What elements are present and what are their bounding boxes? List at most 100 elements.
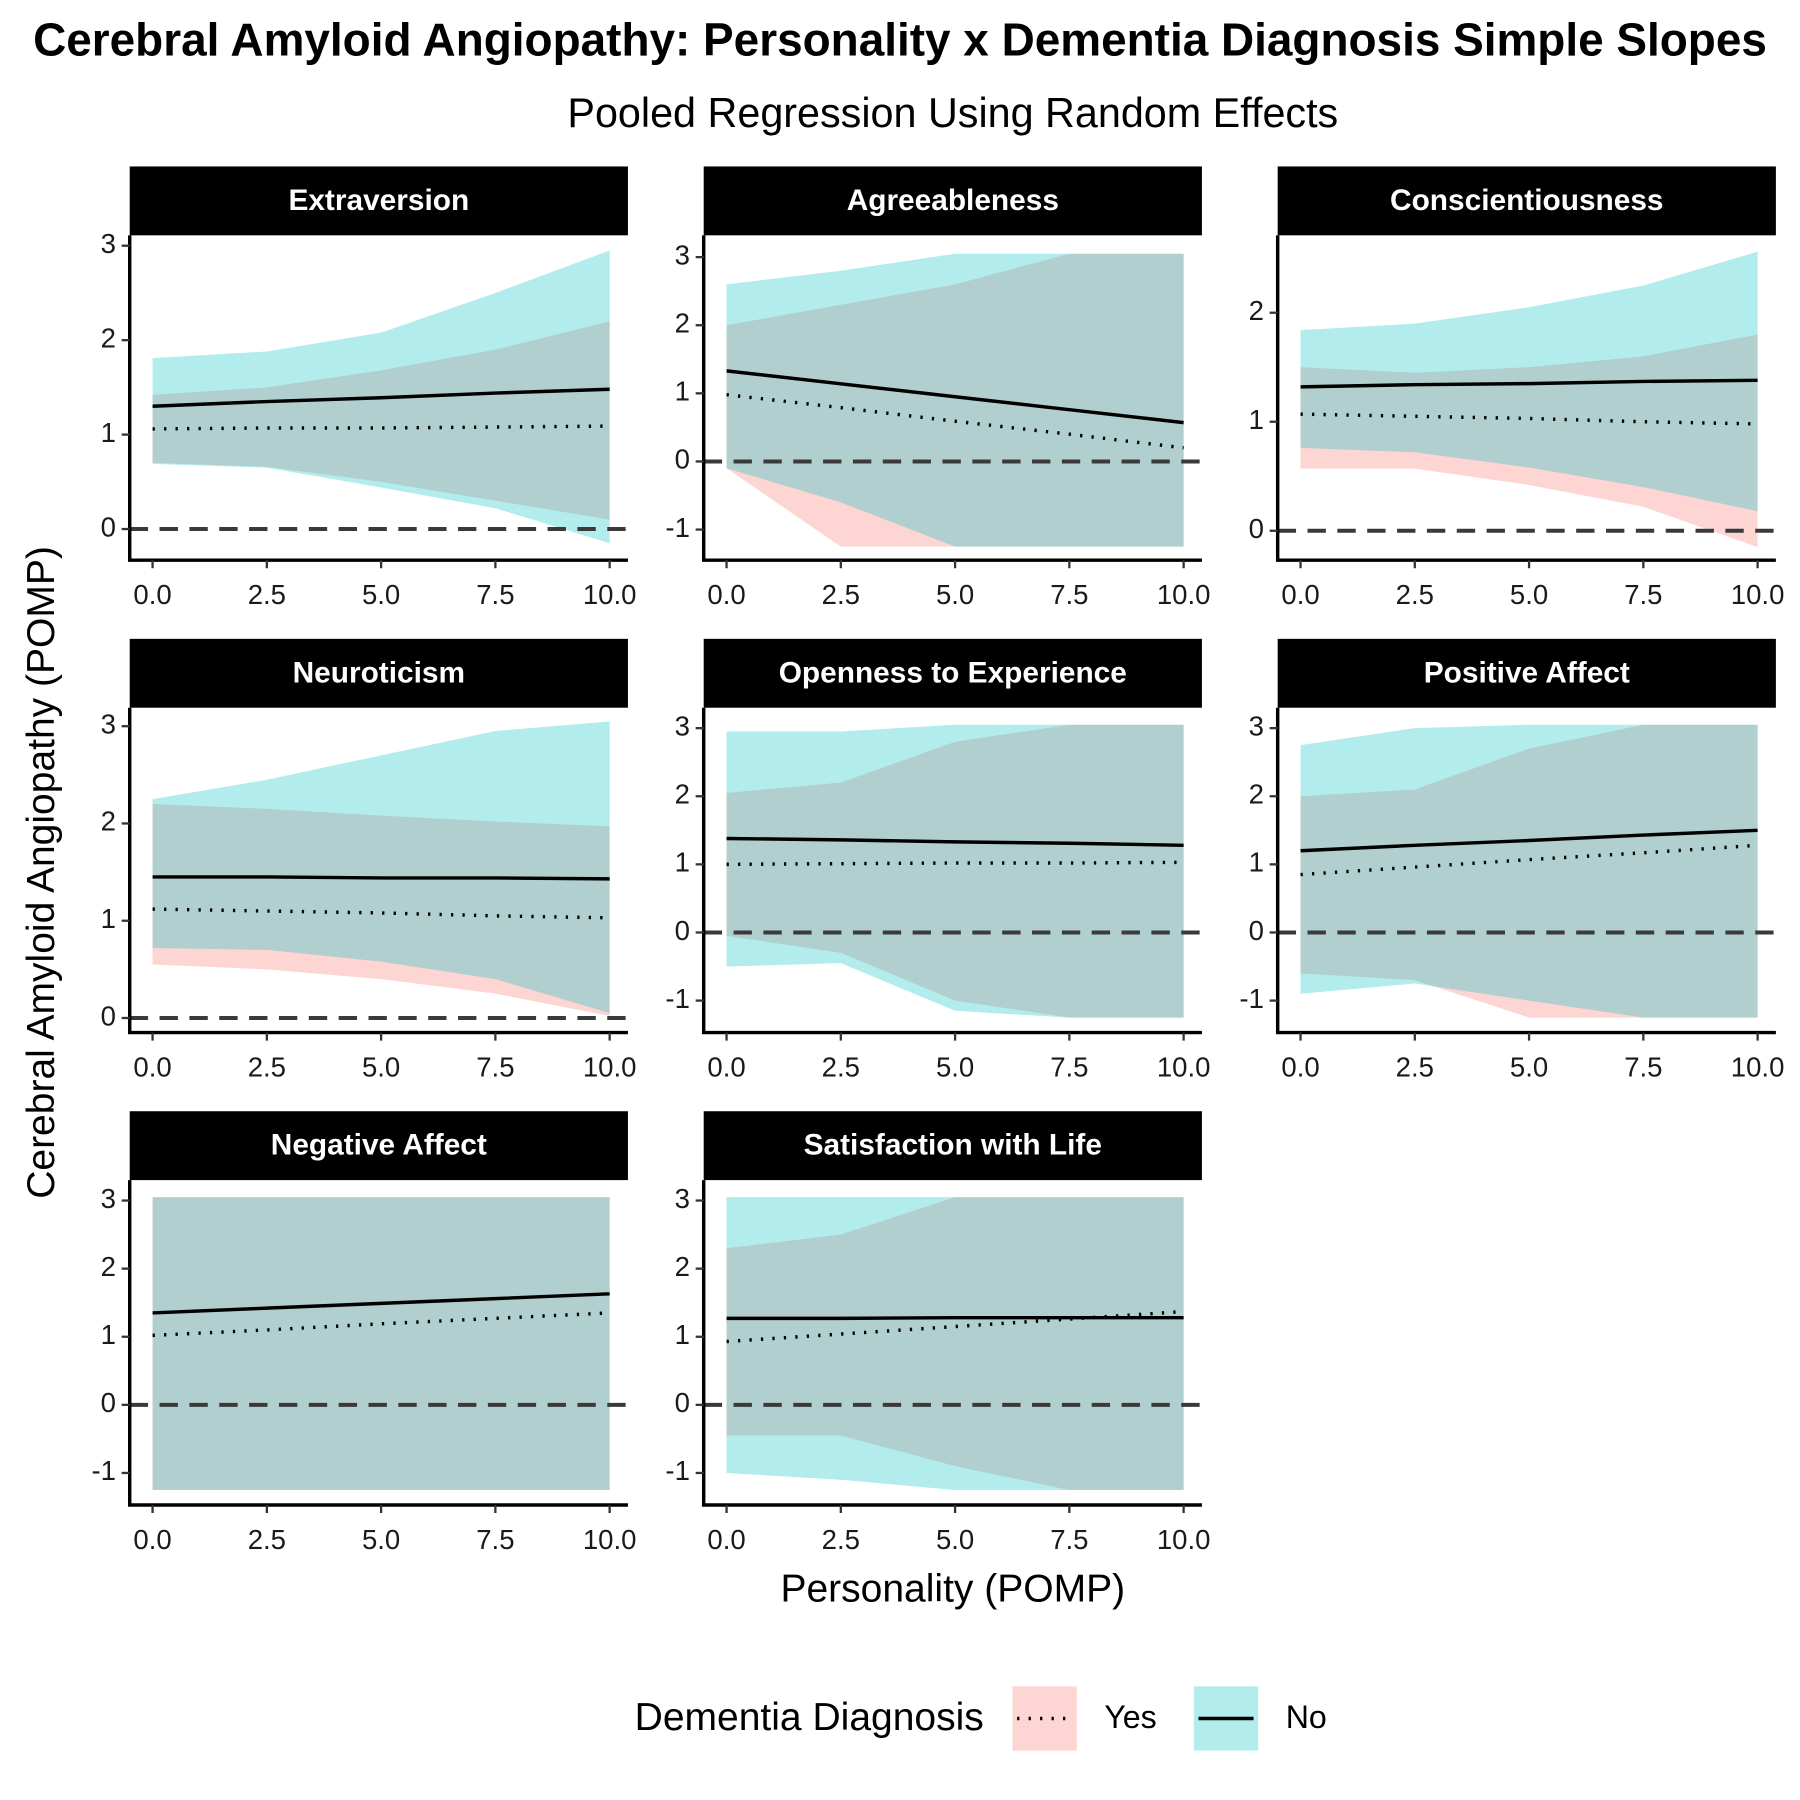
ribbon: [152, 321, 610, 520]
y-tick-label: 3: [675, 239, 690, 270]
x-tick-label: 10.0: [1157, 579, 1211, 610]
x-tick-label: 10.0: [583, 1052, 637, 1083]
y-tick-label: 1: [675, 1319, 690, 1350]
ribbon: [1300, 724, 1758, 1018]
strip: [129, 638, 628, 708]
y-tick-label: -1: [665, 512, 690, 543]
x-tick-label: 0.0: [133, 579, 171, 610]
x-tick-label: 5.0: [1510, 579, 1548, 610]
y-tick-label: 2: [101, 806, 116, 837]
legend-label: No: [1286, 1699, 1327, 1735]
ribbon: [1300, 334, 1758, 548]
strip: [1277, 638, 1776, 708]
chart-subtitle: Pooled Regression Using Random Effects: [567, 90, 1338, 136]
y-tick-label: 0: [675, 444, 690, 475]
y-tick-label: -1: [665, 983, 690, 1014]
x-tick-label: 5.0: [1510, 1052, 1548, 1083]
y-tick-label: 2: [101, 322, 116, 353]
x-tick-label: 7.5: [1624, 1052, 1662, 1083]
y-tick-label: 1: [101, 903, 116, 934]
x-tick-label: 0.0: [133, 1524, 171, 1555]
y-tick-label: 3: [101, 228, 116, 259]
y-tick-label: 2: [675, 1251, 690, 1282]
x-tick-label: 2.5: [822, 1524, 860, 1555]
x-tick-label: 5.0: [362, 579, 400, 610]
x-tick-label: 2.5: [248, 1524, 286, 1555]
y-tick-label: 0: [101, 1387, 116, 1418]
strip: [129, 1111, 628, 1181]
x-tick-label: 0.0: [707, 1052, 745, 1083]
line: [152, 424, 610, 431]
line: [726, 860, 1184, 867]
x-tick-label: 0.0: [707, 1524, 745, 1555]
line: [726, 392, 1184, 450]
facet-title: Agreeableness: [847, 184, 1059, 217]
y-tick-label: 0: [101, 1000, 116, 1031]
legend-title: Dementia Diagnosis: [635, 1696, 984, 1739]
y-tick-label: 1: [101, 417, 116, 448]
line: [1300, 412, 1758, 426]
y-tick-label: 3: [101, 708, 116, 739]
x-axis-label: Personality (POMP): [780, 1567, 1125, 1610]
x-tick-label: 0.0: [1281, 579, 1319, 610]
line: [152, 387, 610, 408]
ribbon: [1300, 724, 1758, 1018]
x-tick-label: 5.0: [362, 1052, 400, 1083]
facet-title: Neuroticism: [293, 656, 465, 689]
ribbon: [152, 721, 610, 1014]
x-tick-label: 10.0: [1157, 1052, 1211, 1083]
ribbon: [726, 724, 1184, 1018]
x-tick-label: 5.0: [936, 579, 974, 610]
y-tick-label: -1: [91, 1455, 116, 1486]
line: [152, 907, 610, 920]
line: [726, 1315, 1184, 1321]
y-tick-label: 2: [1249, 779, 1264, 810]
line: [1300, 378, 1758, 389]
legend-label: Yes: [1104, 1699, 1156, 1735]
facet-title: Negative Affect: [271, 1129, 487, 1162]
x-tick-label: 7.5: [476, 1052, 514, 1083]
y-tick-label: 2: [101, 1251, 116, 1282]
x-tick-label: 10.0: [583, 579, 637, 610]
x-tick-label: 7.5: [1050, 1524, 1088, 1555]
line: [726, 836, 1184, 848]
chart-title: Cerebral Amyloid Angiopathy: Personality…: [33, 14, 1767, 66]
y-tick-label: 0: [675, 1387, 690, 1418]
y-tick-label: 0: [1249, 915, 1264, 946]
x-tick-label: 0.0: [133, 1052, 171, 1083]
facet-title: Conscientiousness: [1390, 184, 1664, 217]
facet-title: Satisfaction with Life: [804, 1129, 1102, 1162]
ribbon: [726, 1197, 1184, 1490]
ribbon: [152, 804, 610, 1017]
strip: [703, 166, 1202, 236]
x-tick-label: 5.0: [936, 1524, 974, 1555]
facet-title: Positive Affect: [1424, 656, 1630, 689]
x-tick-label: 10.0: [1731, 579, 1785, 610]
line: [1300, 828, 1758, 853]
y-tick-label: 2: [675, 779, 690, 810]
line: [152, 875, 610, 881]
y-tick-label: 1: [101, 1319, 116, 1350]
y-tick-label: -1: [665, 1455, 690, 1486]
y-tick-label: 1: [1249, 847, 1264, 878]
y-axis-label: Cerebral Amyloid Angiopathy (POMP): [20, 546, 63, 1199]
x-tick-label: 0.0: [707, 579, 745, 610]
x-tick-label: 2.5: [1396, 1052, 1434, 1083]
legend-key: [1012, 1686, 1077, 1751]
facet-title: Extraversion: [288, 184, 469, 217]
y-tick-label: 3: [1249, 710, 1264, 741]
x-tick-label: 7.5: [476, 1524, 514, 1555]
y-tick-label: 1: [675, 847, 690, 878]
line: [726, 369, 1184, 425]
x-tick-label: 5.0: [936, 1052, 974, 1083]
x-tick-label: 7.5: [1050, 1052, 1088, 1083]
strip: [703, 638, 1202, 708]
ribbon: [726, 253, 1184, 547]
ribbon: [726, 1197, 1184, 1490]
x-tick-label: 5.0: [362, 1524, 400, 1555]
strip: [703, 1111, 1202, 1181]
y-tick-label: 1: [1249, 404, 1264, 435]
x-tick-label: 2.5: [248, 579, 286, 610]
ribbon: [726, 253, 1184, 547]
